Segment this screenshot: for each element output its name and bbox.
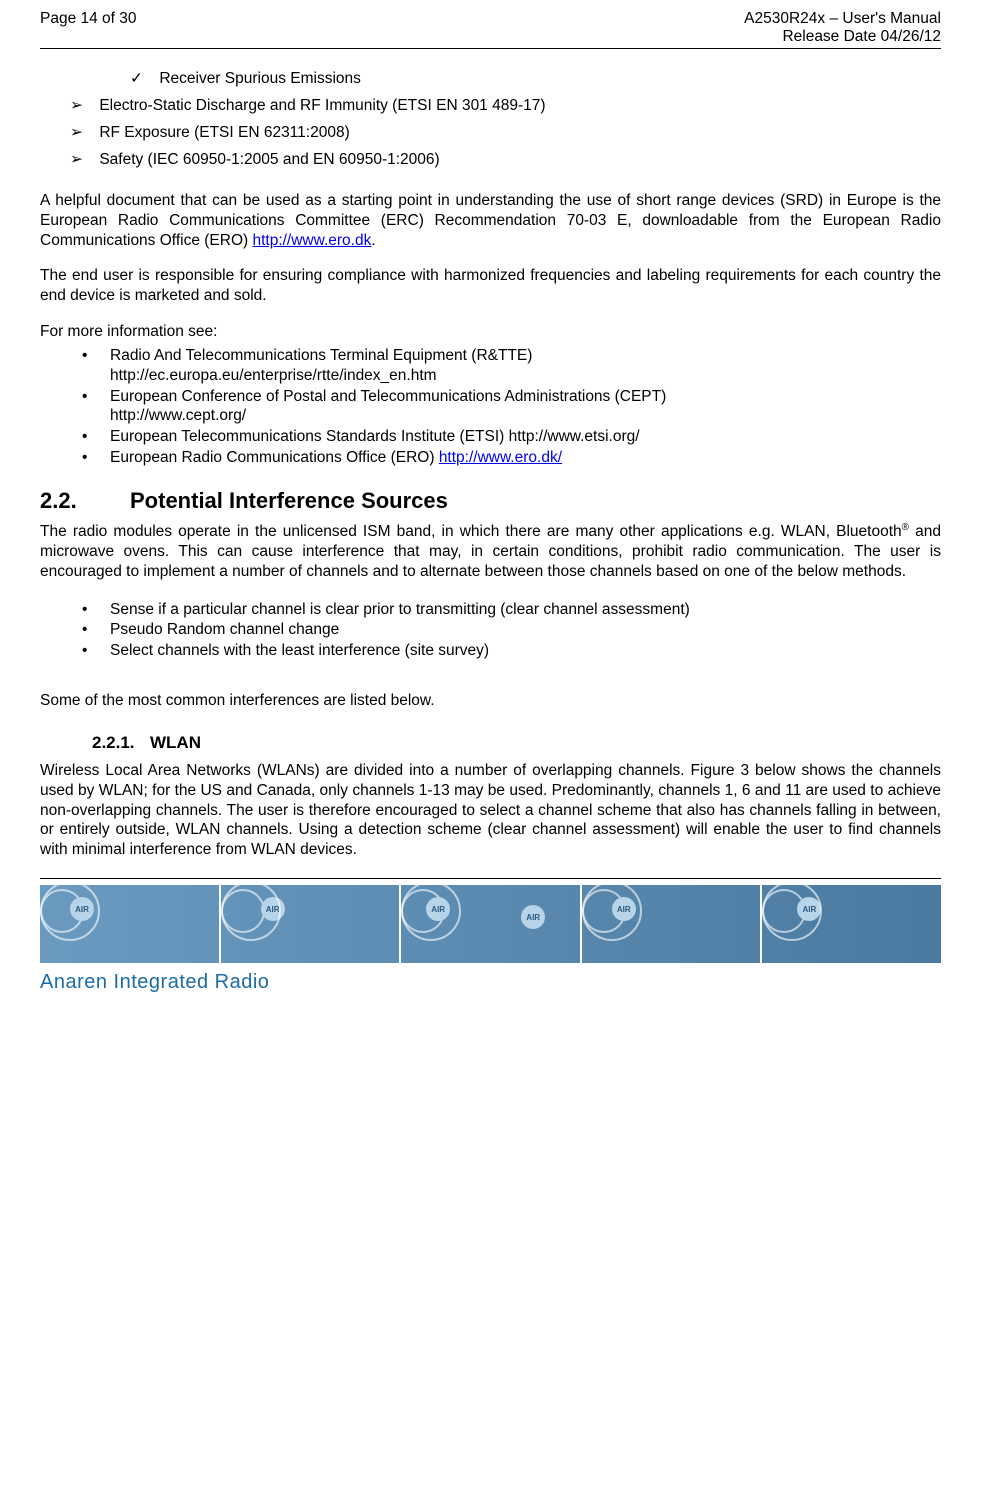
air-badge-icon: AIR — [426, 897, 450, 921]
banner-image: AIR — [221, 885, 402, 963]
arrow-list-item: ➢ Safety (IEC 60950-1:2005 and EN 60950-… — [70, 150, 941, 169]
ero-link[interactable]: http://www.ero.dk — [252, 232, 371, 249]
air-badge-icon: AIR — [521, 905, 545, 929]
arrow-list-item: ➢ Electro-Static Discharge and RF Immuni… — [70, 96, 941, 115]
registered-mark: ® — [902, 522, 909, 533]
bullet-icon: • — [82, 427, 110, 447]
check-label: Receiver Spurious Emissions — [159, 70, 361, 87]
bullet-line: European Conference of Postal and Teleco… — [110, 388, 666, 405]
para-text: Wireless Local Area Networks (WLANs) are… — [40, 762, 691, 779]
header-right: A2530R24x – User's Manual Release Date 0… — [744, 10, 941, 46]
bullet-icon: • — [82, 448, 110, 468]
info-bullet-list: • Radio And Telecommunications Terminal … — [82, 346, 941, 468]
bullet-item: • Select channels with the least interfe… — [82, 641, 941, 661]
air-badge-icon: AIR — [612, 897, 636, 921]
bullet-icon: • — [82, 641, 110, 661]
banner-image: AIR — [762, 885, 941, 963]
footer-divider — [40, 878, 941, 879]
bullet-line: European Radio Communications Office (ER… — [110, 449, 439, 466]
air-badge-icon: AIR — [70, 897, 94, 921]
subsection-heading: 2.2.1.WLAN — [92, 733, 941, 753]
check-list-item: ✓ Receiver Spurious Emissions — [130, 69, 941, 88]
body-paragraph: A helpful document that can be used as a… — [40, 191, 941, 250]
bullet-text: European Radio Communications Office (ER… — [110, 448, 941, 468]
body-paragraph: For more information see: — [40, 322, 941, 342]
page-content: Page 14 of 30 A2530R24x – User's Manual … — [0, 0, 981, 879]
arrow-icon: ➢ — [70, 150, 95, 169]
figure-reference: Figure 3 — [691, 762, 750, 779]
arrow-icon: ➢ — [70, 96, 95, 115]
bullet-line: http://ec.europa.eu/enterprise/rtte/inde… — [110, 367, 437, 384]
subsection-title: WLAN — [150, 733, 201, 752]
doc-title: A2530R24x – User's Manual — [744, 10, 941, 28]
bullet-icon: • — [82, 600, 110, 620]
page-number: Page 14 of 30 — [40, 10, 137, 46]
section-heading: 2.2.Potential Interference Sources — [40, 488, 941, 514]
arrow-icon: ➢ — [70, 123, 95, 142]
banner-image: AIR AIR — [401, 885, 582, 963]
section-number: 2.2. — [40, 488, 130, 514]
air-badge-icon: AIR — [797, 897, 821, 921]
method-bullet-list: • Sense if a particular channel is clear… — [82, 600, 941, 661]
bullet-item: • Pseudo Random channel change — [82, 620, 941, 640]
arrow-label: Safety (IEC 60950-1:2005 and EN 60950-1:… — [99, 151, 439, 168]
release-date: Release Date 04/26/12 — [744, 28, 941, 46]
footer-banner: AIR AIR AIR AIR AIR AIR — [40, 885, 941, 963]
subsection-number: 2.2.1. — [92, 733, 150, 753]
body-paragraph: Some of the most common interferences ar… — [40, 691, 941, 711]
check-icon: ✓ — [130, 69, 155, 88]
bullet-text: Sense if a particular channel is clear p… — [110, 600, 941, 620]
bullet-item: • European Radio Communications Office (… — [82, 448, 941, 468]
bullet-line: Radio And Telecommunications Terminal Eq… — [110, 347, 532, 364]
banner-image: AIR — [582, 885, 763, 963]
para-text: A helpful document that can be used as a… — [40, 192, 941, 249]
bullet-item: • Radio And Telecommunications Terminal … — [82, 346, 941, 386]
section-title: Potential Interference Sources — [130, 488, 448, 513]
ero-link-2[interactable]: http://www.ero.dk/ — [439, 449, 562, 466]
bullet-icon: • — [82, 620, 110, 640]
body-paragraph: The end user is responsible for ensuring… — [40, 266, 941, 306]
bullet-icon: • — [82, 387, 110, 427]
bullet-item: • European Telecommunications Standards … — [82, 427, 941, 447]
bullet-text: Pseudo Random channel change — [110, 620, 941, 640]
bullet-item: • European Conference of Postal and Tele… — [82, 387, 941, 427]
bullet-text: European Telecommunications Standards In… — [110, 427, 941, 447]
bullet-line: http://www.cept.org/ — [110, 407, 246, 424]
banner-image: AIR — [40, 885, 221, 963]
para-text: . — [371, 232, 375, 249]
body-paragraph: The radio modules operate in the unlicen… — [40, 522, 941, 582]
air-badge-icon: AIR — [261, 897, 285, 921]
bullet-text: European Conference of Postal and Teleco… — [110, 387, 941, 427]
bullet-text: Select channels with the least interfere… — [110, 641, 941, 661]
para-text: The radio modules operate in the unlicen… — [40, 523, 902, 540]
body-paragraph: Wireless Local Area Networks (WLANs) are… — [40, 761, 941, 860]
header-divider — [40, 48, 941, 49]
bullet-text: Radio And Telecommunications Terminal Eq… — [110, 346, 941, 386]
footer-logo-text: Anaren Integrated Radio — [40, 971, 941, 994]
bullet-item: • Sense if a particular channel is clear… — [82, 600, 941, 620]
arrow-label: RF Exposure (ETSI EN 62311:2008) — [99, 124, 349, 141]
arrow-label: Electro-Static Discharge and RF Immunity… — [99, 97, 545, 114]
bullet-icon: • — [82, 346, 110, 386]
arrow-list-item: ➢ RF Exposure (ETSI EN 62311:2008) — [70, 123, 941, 142]
page-header: Page 14 of 30 A2530R24x – User's Manual … — [40, 10, 941, 46]
